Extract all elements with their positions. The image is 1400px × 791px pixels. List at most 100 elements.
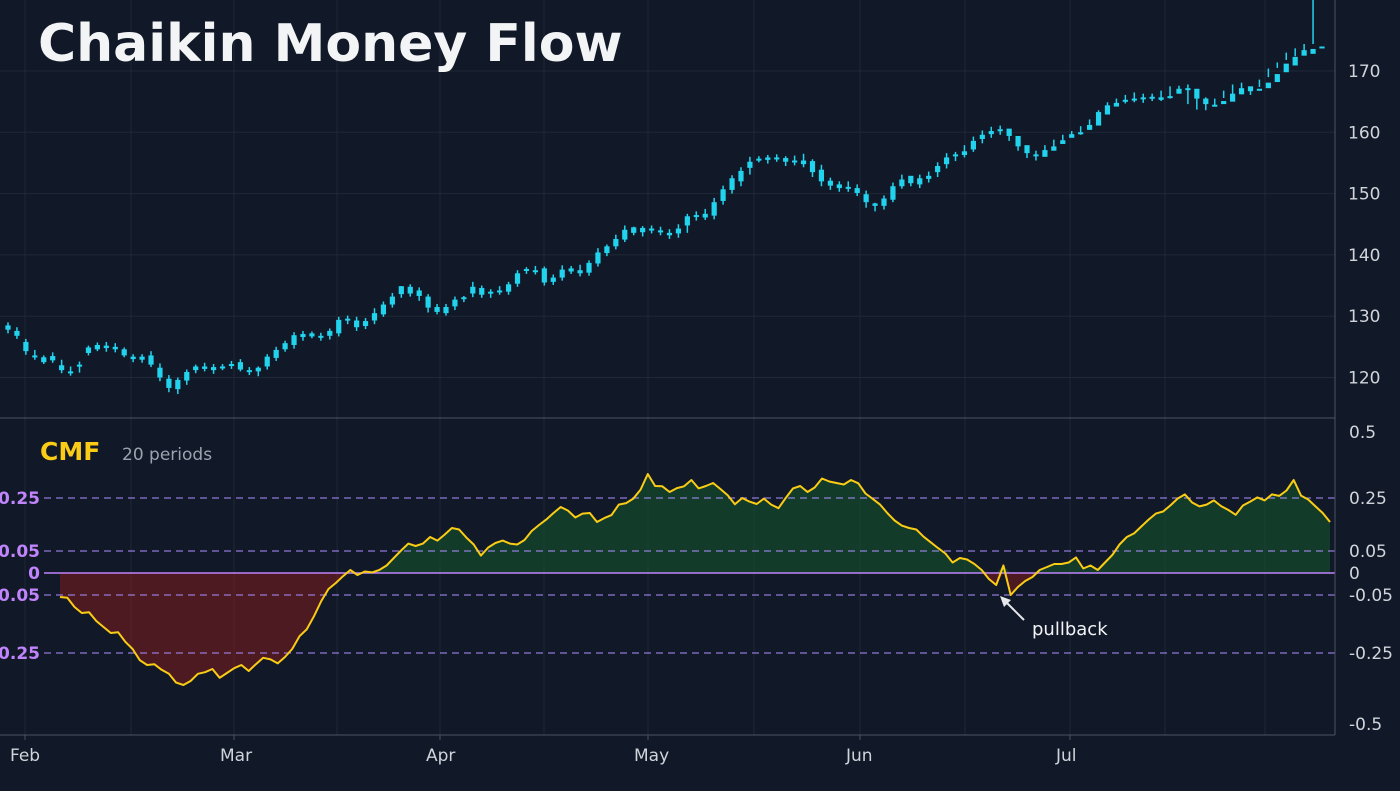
candle-body	[425, 296, 431, 308]
candle-body	[237, 362, 244, 370]
cmf-threshold-label: +0.25	[0, 489, 40, 509]
candle-body	[666, 232, 673, 236]
candle-body	[336, 319, 342, 334]
cmf-area-fill	[60, 474, 1330, 685]
candle-body	[505, 284, 512, 292]
candle-body	[1015, 135, 1021, 147]
candle-body	[890, 186, 896, 200]
candle-body	[1104, 105, 1111, 115]
candle-body	[246, 370, 252, 373]
candle-body	[166, 378, 172, 388]
candle-body	[434, 307, 440, 312]
candle-body	[783, 158, 789, 162]
candle-body	[193, 366, 199, 371]
candle-body	[881, 198, 887, 206]
candle-body	[461, 297, 467, 300]
candle-body	[523, 268, 530, 271]
candle-body	[219, 366, 226, 369]
candle-body	[702, 213, 708, 218]
candle-body	[675, 228, 682, 234]
annotation-text: pullback	[1032, 619, 1108, 640]
candle-body	[157, 367, 163, 378]
candle-body	[827, 180, 833, 186]
candle-body	[809, 161, 816, 173]
candle-body	[103, 345, 109, 349]
candle-body	[1095, 112, 1102, 126]
candle-body	[1131, 98, 1137, 101]
candle-body	[371, 313, 378, 321]
cmf-threshold-label: +0.05	[0, 542, 40, 562]
candle-body	[970, 140, 976, 150]
candle-body	[657, 230, 664, 233]
candle-body	[175, 379, 181, 390]
candle-body	[273, 349, 279, 358]
candle-body	[354, 320, 360, 328]
candle-body	[1310, 48, 1316, 54]
price-candles	[5, 0, 1325, 395]
candle-body	[228, 364, 235, 367]
candle-body	[282, 343, 288, 350]
candle-body	[1167, 96, 1173, 99]
candle-body	[202, 366, 208, 369]
candle-body	[961, 151, 968, 155]
candle-body	[1212, 104, 1218, 107]
candle-body	[693, 215, 699, 218]
candle-body	[1230, 93, 1236, 102]
candle-body	[130, 356, 136, 360]
candle-body	[184, 371, 190, 381]
candle-body	[470, 286, 476, 294]
annotation-arrow-head	[1000, 596, 1011, 607]
candle-body	[514, 273, 521, 284]
candle-body	[550, 277, 556, 282]
candle-body	[559, 269, 565, 278]
candle-body	[979, 134, 985, 140]
candle-body	[952, 154, 959, 157]
candle-body	[935, 166, 941, 173]
candle-body	[1203, 98, 1209, 105]
candle-body	[443, 307, 449, 314]
candle-body	[997, 129, 1003, 132]
candle-body	[479, 288, 485, 295]
axes	[0, 0, 1336, 740]
candle-body	[1069, 134, 1075, 138]
candle-body	[416, 290, 422, 296]
candle-body	[85, 347, 92, 353]
price-y-tick-label: 130	[1348, 307, 1380, 327]
candle-body	[988, 131, 994, 135]
candle-body	[5, 325, 11, 330]
cmf-y-tick-label: 0.25	[1349, 489, 1387, 509]
candle-body	[1301, 50, 1307, 56]
price-y-tick-label: 140	[1348, 246, 1380, 266]
candle-body	[586, 262, 592, 273]
x-tick-label: Jun	[845, 746, 873, 766]
candle-body	[389, 296, 395, 305]
candle-body	[792, 160, 798, 163]
candle-body	[917, 178, 923, 185]
cmf-period-label: 20 periods	[122, 445, 212, 465]
candle-body	[541, 268, 547, 283]
cmf-y-tick-label: -0.25	[1349, 644, 1393, 664]
candle-body	[648, 228, 655, 231]
cmf-y-tick-label: 0.05	[1349, 542, 1387, 562]
cmf-threshold-label: 0	[28, 564, 40, 584]
candle-body	[943, 157, 950, 165]
candle-body	[50, 356, 56, 361]
cmf-y-tick-label: -0.05	[1349, 586, 1393, 606]
candle-body	[622, 229, 628, 240]
candle-body	[1238, 88, 1245, 95]
candle-body	[59, 365, 65, 371]
candle-body	[729, 178, 735, 190]
candle-body	[872, 203, 878, 206]
chart-title: Chaikin Money Flow	[38, 14, 623, 74]
candle-body	[899, 179, 905, 187]
cmf-y-tick-label: -0.5	[1349, 715, 1382, 735]
candle-body	[67, 371, 74, 374]
candle-body	[32, 355, 38, 358]
price-y-tick-label: 160	[1348, 123, 1380, 143]
candle-body	[577, 270, 583, 274]
candle-body	[345, 318, 351, 321]
candle-body	[1283, 63, 1289, 73]
candle-body	[738, 170, 744, 182]
